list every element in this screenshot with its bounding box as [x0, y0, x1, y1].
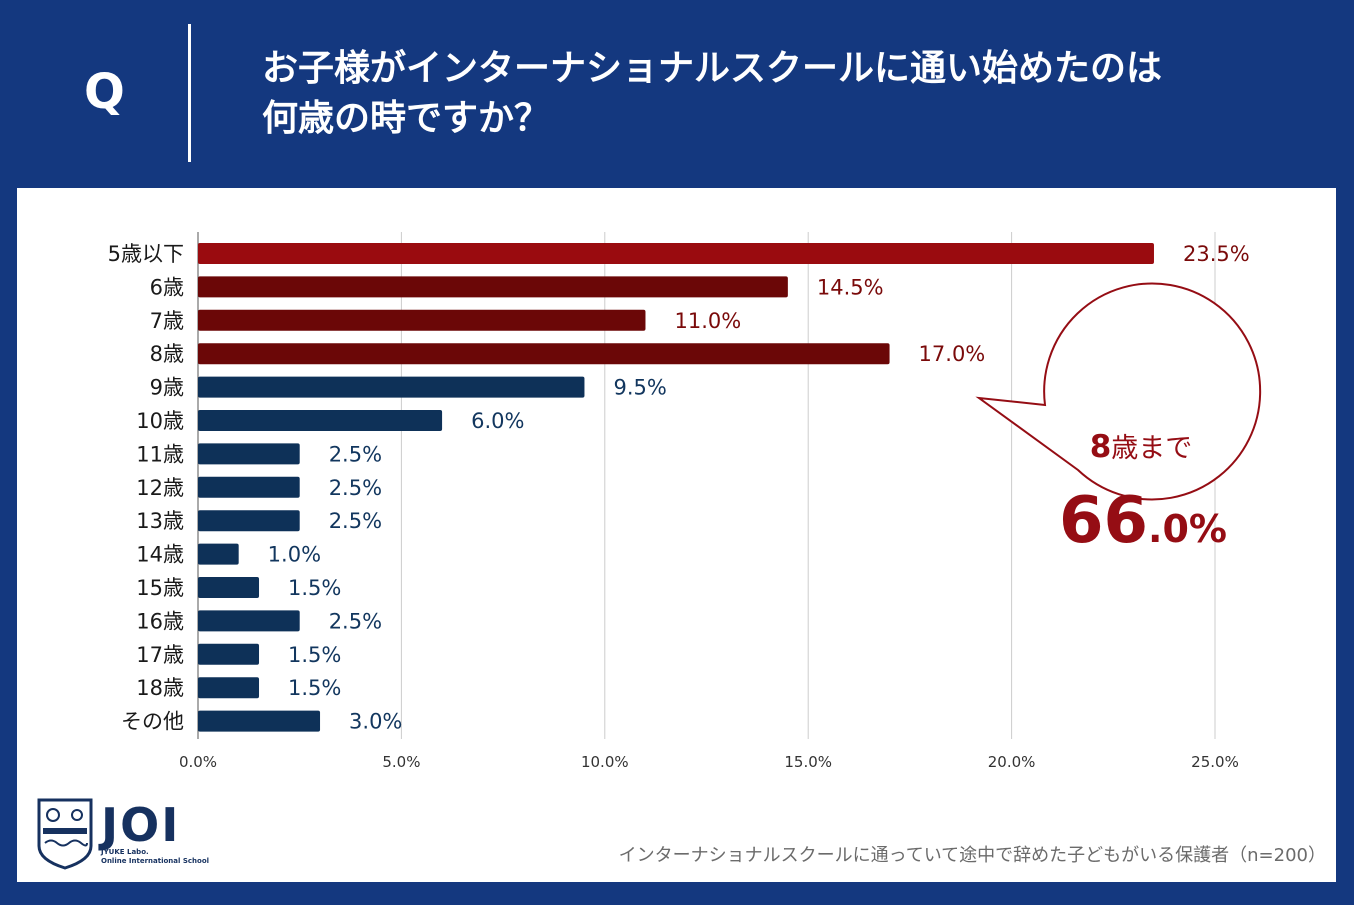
category-label: 8歳	[150, 342, 184, 366]
footnote: インターナショナルスクールに通っていて途中で辞めた子どもがいる保護者（n=200…	[619, 845, 1326, 866]
x-tick-label: 10.0%	[581, 753, 629, 771]
logo-sub-line2: Online International School	[101, 857, 209, 865]
bar	[198, 443, 300, 465]
bar	[198, 476, 300, 498]
wave-icon	[44, 839, 88, 847]
bar	[198, 309, 646, 331]
x-tick-label: 5.0%	[382, 753, 420, 771]
bar	[198, 577, 260, 598]
category-label: 12歳	[136, 476, 184, 500]
value-label: 2.5%	[329, 609, 382, 633]
logo-sub-line1: JYUKE Labo.	[100, 848, 149, 856]
value-label: 1.0%	[268, 543, 321, 567]
callout-bubble-shape	[975, 282, 1262, 501]
callout-total: 66.0%	[1059, 484, 1227, 558]
x-tick-label: 0.0%	[179, 753, 217, 771]
question-title: お子様がインターナショナルスクールに通い始めたのは 何歳の時ですか？	[262, 44, 1322, 144]
value-label: 17.0%	[919, 342, 986, 366]
category-label: 11歳	[136, 442, 184, 466]
bar	[198, 610, 300, 632]
bar	[198, 677, 260, 699]
bar	[198, 343, 890, 365]
callout-total-num: 66	[1059, 484, 1148, 558]
bar	[198, 543, 239, 565]
value-label: 3.0%	[349, 710, 402, 734]
bar	[198, 410, 443, 431]
category-label: 6歳	[150, 275, 184, 299]
question-title-line2: 何歳の時ですか？	[262, 98, 551, 139]
category-label: 18歳	[136, 676, 184, 700]
joi-logo: JOI JYUKE Labo. Online International Sch…	[37, 798, 209, 870]
value-label: 6.0%	[471, 409, 524, 433]
x-tick-label: 25.0%	[1191, 753, 1239, 771]
category-label: 7歳	[150, 309, 184, 333]
callout-prefix-text: 歳まで	[1111, 433, 1192, 464]
callout-prefix: 8歳まで	[1090, 429, 1193, 465]
category-label: 10歳	[136, 409, 184, 433]
value-label: 1.5%	[288, 676, 341, 700]
callout-bubble: 8歳まで 66.0%	[975, 282, 1262, 558]
x-tick-label: 15.0%	[784, 753, 832, 771]
value-label: 2.5%	[329, 442, 382, 466]
logo-name: JOI	[98, 798, 180, 852]
question-label: Q	[84, 64, 125, 120]
bar	[198, 376, 585, 398]
question-title-line1: お子様がインターナショナルスクールに通い始めたのは	[262, 48, 1163, 89]
value-label: 14.5%	[817, 275, 884, 299]
bar	[198, 510, 300, 532]
value-label: 2.5%	[329, 476, 382, 500]
sun-icon	[46, 808, 60, 822]
labels: 0.0% 5.0% 10.0% 15.0% 20.0% 25.0% 5歳以下 23.5% 6歳 1…	[108, 242, 1250, 771]
category-label: 9歳	[150, 376, 184, 400]
header-divider	[188, 24, 191, 162]
category-label: 13歳	[136, 509, 184, 533]
infinity-icon	[71, 809, 83, 821]
header: Q お子様がインターナショナルスクールに通い始めたのは 何歳の時ですか？	[0, 0, 1354, 188]
category-label: その他	[121, 710, 184, 734]
bars	[198, 243, 1154, 732]
chart-panel: 0.0% 5.0% 10.0% 15.0% 20.0% 25.0% 5歳以下 23.5% 6歳 1…	[17, 188, 1336, 882]
category-label: 16歳	[136, 609, 184, 633]
value-label: 2.5%	[329, 509, 382, 533]
callout-total-suffix: .0%	[1148, 507, 1227, 551]
category-label: 15歳	[136, 576, 184, 600]
callout-prefix-num: 8	[1090, 429, 1112, 465]
bar-chart: 0.0% 5.0% 10.0% 15.0% 20.0% 25.0% 5歳以下 23.5% 6歳 1…	[37, 232, 1326, 870]
bar	[198, 243, 1154, 264]
category-label: 14歳	[136, 543, 184, 567]
bar	[198, 276, 788, 298]
value-label: 11.0%	[674, 309, 741, 333]
value-label: 1.5%	[288, 643, 341, 667]
x-tick-label: 20.0%	[988, 753, 1036, 771]
value-label: 1.5%	[288, 576, 341, 600]
value-label: 23.5%	[1183, 242, 1250, 266]
value-label: 9.5%	[613, 376, 666, 400]
category-label: 17歳	[136, 643, 184, 667]
bar	[198, 710, 321, 732]
bar	[198, 643, 260, 665]
category-label: 5歳以下	[108, 242, 184, 266]
shield-icon-band	[43, 828, 87, 834]
